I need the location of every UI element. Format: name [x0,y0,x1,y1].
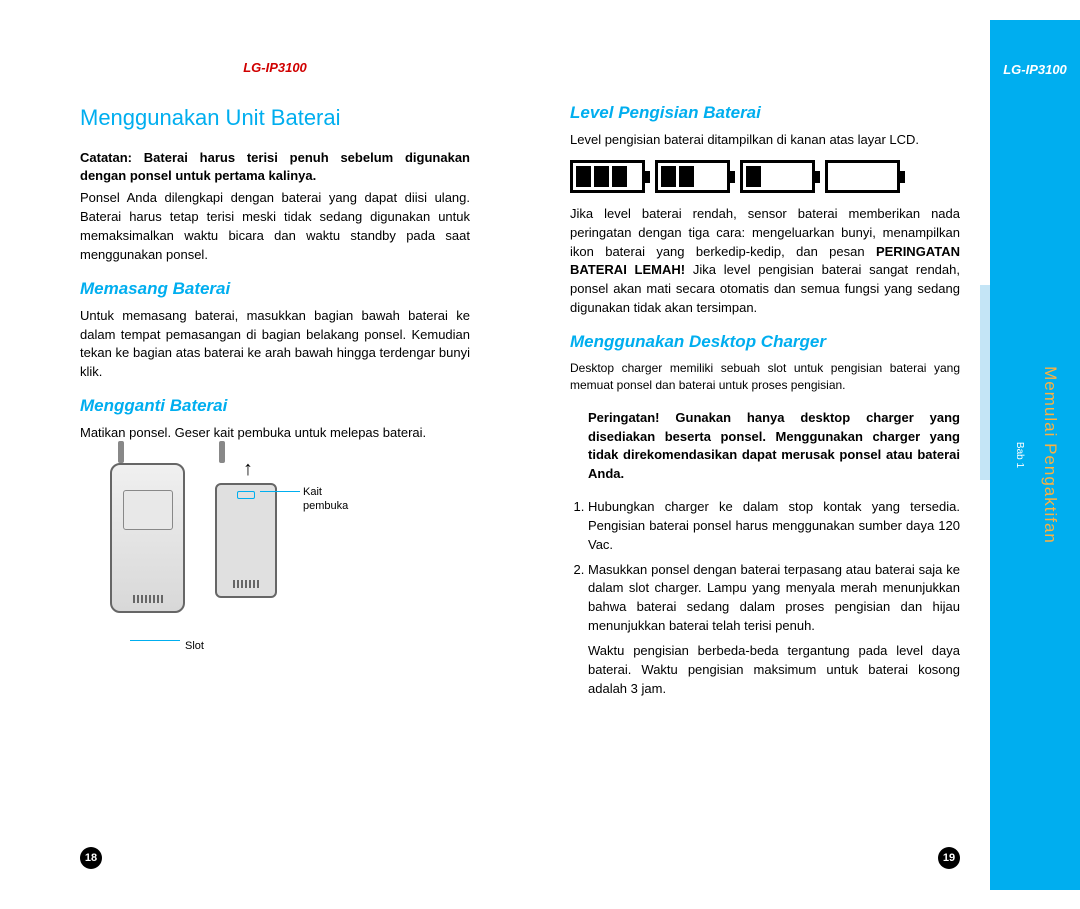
step-2: Masukkan ponsel dengan baterai terpasang… [588,561,960,636]
charger-text: Desktop charger memiliki sebuah slot unt… [570,360,960,395]
slot-label: Slot [185,639,204,653]
charger-warning: Peringatan! Gunakan hanya desktop charge… [570,409,960,484]
intro-text: Ponsel Anda dilengkapi dengan baterai ya… [80,189,470,264]
subtitle-replace: Mengganti Baterai [80,396,470,416]
kait-label: Kait pembuka [303,485,363,514]
page-number-right: 19 [938,847,960,869]
replace-text: Matikan ponsel. Geser kait pembuka untuk… [80,424,470,443]
phone-diagram: Slot ↑ Kait pembuka [110,463,470,613]
final-note: Waktu pengisian berbeda-beda tergantung … [570,642,960,699]
install-text: Untuk memasang baterai, masukkan bagian … [80,307,470,382]
battery-back-icon: ↑ Kait pembuka [215,463,277,598]
subtitle-level: Level Pengisian Baterai [570,103,960,123]
subtitle-install: Memasang Baterai [80,279,470,299]
warning-para: Jika level baterai rendah, sensor batera… [570,205,960,318]
battery-level-icons [570,160,960,193]
phone-front-icon: Slot [110,463,185,613]
battery-icon-1 [740,160,815,193]
page-spread: LG-IP3100 Menggunakan Unit Baterai Catat… [0,0,1080,909]
main-title: Menggunakan Unit Baterai [80,105,470,131]
battery-icon-2 [655,160,730,193]
step-1: Hubungkan charger ke dalam stop kontak y… [588,498,960,555]
battery-icon-3 [570,160,645,193]
level-text: Level pengisian baterai ditampilkan di k… [570,131,960,150]
left-page: LG-IP3100 Menggunakan Unit Baterai Catat… [0,20,520,889]
battery-icon-0 [825,160,900,193]
subtitle-charger: Menggunakan Desktop Charger [570,332,960,352]
charger-steps: Hubungkan charger ke dalam stop kontak y… [570,498,960,636]
note-text: Catatan: Baterai harus terisi penuh sebe… [80,149,470,185]
page-number-left: 18 [80,847,102,869]
right-page: Level Pengisian Baterai Level pengisian … [520,20,1080,889]
model-header-left: LG-IP3100 [80,60,470,75]
